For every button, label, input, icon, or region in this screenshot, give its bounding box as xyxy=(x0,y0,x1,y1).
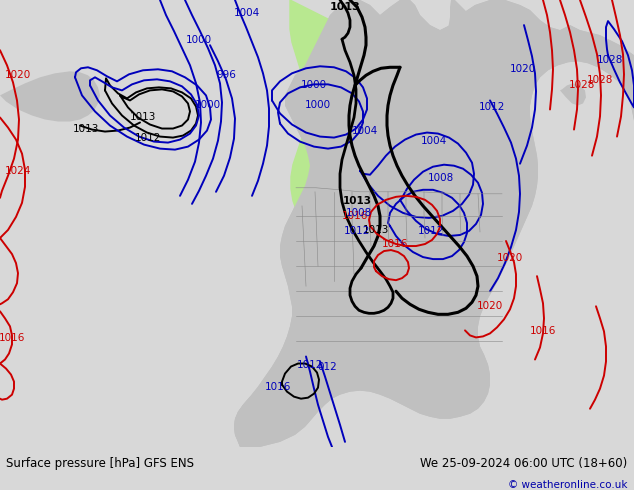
Text: 1012: 1012 xyxy=(418,226,444,236)
Polygon shape xyxy=(234,397,258,447)
Text: 1012: 1012 xyxy=(135,133,161,143)
Text: We 25-09-2024 06:00 UTC (18+60): We 25-09-2024 06:00 UTC (18+60) xyxy=(420,457,628,470)
Polygon shape xyxy=(418,43,465,89)
Text: 1016: 1016 xyxy=(265,382,291,392)
Text: 1000: 1000 xyxy=(301,80,327,90)
Text: 1008: 1008 xyxy=(428,173,454,183)
Text: 1013: 1013 xyxy=(363,225,389,235)
Text: 1004: 1004 xyxy=(234,8,260,18)
Text: 1016: 1016 xyxy=(530,326,556,337)
Polygon shape xyxy=(234,0,634,447)
Text: 1016: 1016 xyxy=(0,333,25,343)
Polygon shape xyxy=(234,0,634,447)
Polygon shape xyxy=(439,0,492,98)
Text: 1016: 1016 xyxy=(342,211,368,221)
Text: 1024: 1024 xyxy=(5,166,31,176)
Text: 996: 996 xyxy=(216,71,236,80)
Text: 1028: 1028 xyxy=(569,80,595,90)
Text: 1013: 1013 xyxy=(342,196,372,206)
Text: 1013: 1013 xyxy=(130,113,156,122)
Text: 012: 012 xyxy=(317,362,337,371)
Text: 1020: 1020 xyxy=(5,71,31,80)
Text: 1004: 1004 xyxy=(352,125,378,136)
Text: Surface pressure [hPa] GFS ENS: Surface pressure [hPa] GFS ENS xyxy=(6,457,195,470)
Text: © weatheronline.co.uk: © weatheronline.co.uk xyxy=(508,480,628,490)
Text: 1028: 1028 xyxy=(597,55,623,65)
Text: 1004: 1004 xyxy=(421,136,447,146)
Text: 1012: 1012 xyxy=(479,102,505,112)
Polygon shape xyxy=(290,0,510,286)
Text: 1000: 1000 xyxy=(186,35,212,45)
Polygon shape xyxy=(560,83,586,105)
Text: 1020: 1020 xyxy=(510,64,536,74)
Text: 1013: 1013 xyxy=(330,2,360,12)
Text: 1020: 1020 xyxy=(497,253,523,263)
Text: 1000: 1000 xyxy=(195,100,221,110)
Text: 1008: 1008 xyxy=(346,208,372,218)
Text: 1013: 1013 xyxy=(73,123,99,134)
Text: 1000: 1000 xyxy=(305,100,331,110)
Text: 1012: 1012 xyxy=(297,360,323,369)
Text: 1016: 1016 xyxy=(382,239,408,249)
Text: 1028: 1028 xyxy=(587,75,613,85)
Polygon shape xyxy=(0,72,100,122)
Text: 1020: 1020 xyxy=(477,301,503,311)
Text: 1012: 1012 xyxy=(344,226,370,236)
